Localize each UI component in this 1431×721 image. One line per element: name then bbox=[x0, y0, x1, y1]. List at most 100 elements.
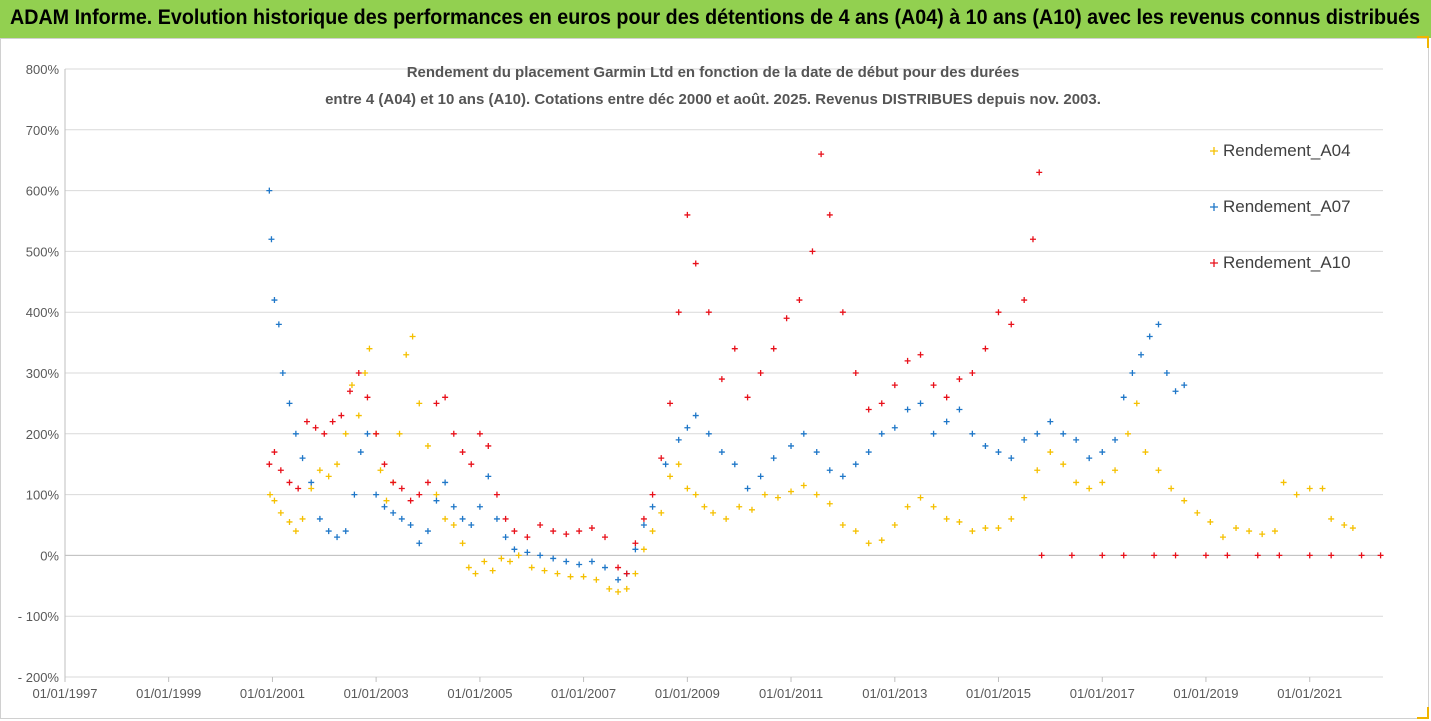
data-point bbox=[757, 473, 764, 480]
data-point bbox=[692, 260, 699, 267]
data-point bbox=[312, 424, 319, 431]
data-point bbox=[524, 534, 531, 541]
data-point bbox=[468, 522, 475, 528]
data-point bbox=[818, 151, 825, 158]
data-point bbox=[917, 494, 924, 501]
data-point bbox=[1021, 494, 1028, 501]
data-point bbox=[576, 528, 583, 535]
data-point bbox=[891, 382, 898, 389]
data-point bbox=[459, 449, 466, 456]
x-tick-label: 01/01/2005 bbox=[447, 686, 512, 701]
x-tick-label: 01/01/2003 bbox=[344, 686, 409, 701]
data-point bbox=[459, 540, 466, 547]
data-point bbox=[982, 345, 989, 352]
data-point bbox=[826, 211, 833, 218]
data-point bbox=[649, 528, 656, 535]
report-banner: ADAM Informe. Evolution historique des p… bbox=[0, 0, 1431, 38]
y-tick-label: 800% bbox=[26, 62, 60, 77]
data-point bbox=[325, 473, 332, 480]
x-tick-labels: 01/01/1997 01/01/1999 01/01/2001 01/01/2003… bbox=[32, 686, 1342, 701]
data-point bbox=[271, 297, 278, 304]
data-point bbox=[770, 345, 777, 352]
data-point bbox=[424, 442, 431, 449]
data-point bbox=[348, 382, 355, 389]
data-point bbox=[839, 309, 846, 316]
y-tick-label: 200% bbox=[26, 427, 60, 442]
data-point bbox=[1377, 552, 1384, 559]
x-tick-label: 01/01/2009 bbox=[655, 686, 720, 701]
data-point bbox=[357, 449, 364, 456]
data-point bbox=[1138, 351, 1145, 358]
data-point bbox=[364, 430, 371, 437]
data-point bbox=[334, 534, 341, 541]
data-point bbox=[1181, 382, 1188, 389]
data-point bbox=[904, 503, 911, 510]
data-point bbox=[416, 400, 423, 407]
data-point bbox=[969, 528, 976, 535]
data-point bbox=[602, 564, 609, 571]
data-point bbox=[1172, 388, 1179, 395]
data-point bbox=[956, 406, 963, 413]
data-point bbox=[277, 509, 284, 516]
data-point bbox=[390, 509, 397, 516]
y-tick-label: 0% bbox=[40, 548, 59, 563]
data-point bbox=[295, 485, 302, 492]
data-point bbox=[1276, 552, 1283, 559]
data-point bbox=[623, 585, 630, 592]
data-point bbox=[718, 449, 725, 456]
data-point bbox=[1163, 370, 1170, 376]
data-point bbox=[342, 528, 349, 535]
data-point bbox=[303, 418, 310, 425]
y-tick-label: - 100% bbox=[18, 609, 60, 624]
data-point bbox=[1112, 467, 1119, 474]
data-point bbox=[675, 436, 682, 443]
data-point bbox=[362, 370, 369, 376]
data-point bbox=[355, 412, 362, 419]
data-point bbox=[995, 525, 1002, 532]
data-point bbox=[286, 400, 293, 407]
data-point bbox=[1280, 479, 1287, 486]
data-point bbox=[1060, 461, 1067, 468]
x-tick-label: 01/01/2013 bbox=[862, 686, 927, 701]
data-point bbox=[541, 567, 548, 574]
data-point bbox=[930, 503, 937, 510]
y-tick-label: 500% bbox=[26, 244, 60, 259]
legend: Rendement_A04 Rendement_A07 Rendement_A10 bbox=[1210, 141, 1351, 272]
data-point bbox=[502, 515, 509, 522]
data-point bbox=[338, 412, 345, 419]
data-point bbox=[640, 515, 647, 522]
data-point bbox=[1008, 321, 1015, 328]
data-point bbox=[563, 531, 570, 538]
x-tick-label: 01/01/1999 bbox=[136, 686, 201, 701]
x-tick-label: 01/01/2017 bbox=[1070, 686, 1135, 701]
chart-title-line2: entre 4 (A04) et 10 ans (A10). Cotations… bbox=[325, 91, 1101, 108]
x-tick-label: 01/01/2019 bbox=[1173, 686, 1238, 701]
data-point bbox=[424, 479, 431, 486]
data-point bbox=[373, 491, 380, 498]
data-point bbox=[1120, 394, 1127, 401]
data-point bbox=[995, 449, 1002, 456]
chart-title-line1: Rendement du placement Garmin Ltd en fon… bbox=[407, 64, 1020, 81]
data-point bbox=[355, 370, 362, 376]
legend-marker bbox=[1210, 203, 1218, 211]
data-point bbox=[1254, 552, 1261, 559]
data-point bbox=[813, 491, 820, 498]
data-point bbox=[292, 430, 299, 437]
data-point bbox=[268, 236, 275, 243]
data-point bbox=[299, 515, 306, 522]
data-point bbox=[736, 503, 743, 510]
data-point bbox=[507, 558, 514, 565]
data-point bbox=[757, 370, 764, 376]
data-point bbox=[839, 522, 846, 528]
data-point bbox=[502, 534, 509, 541]
data-point bbox=[1194, 509, 1201, 516]
data-point bbox=[373, 430, 380, 437]
data-point bbox=[498, 555, 505, 562]
chart-frame: - 200% - 100% 0% 100% 200% 300% 400% 500% 600% 70… bbox=[0, 38, 1429, 719]
data-point bbox=[969, 370, 976, 376]
data-point bbox=[632, 540, 639, 547]
data-point bbox=[1168, 485, 1175, 492]
data-point bbox=[299, 455, 306, 462]
data-point bbox=[279, 370, 286, 376]
data-point bbox=[904, 357, 911, 364]
